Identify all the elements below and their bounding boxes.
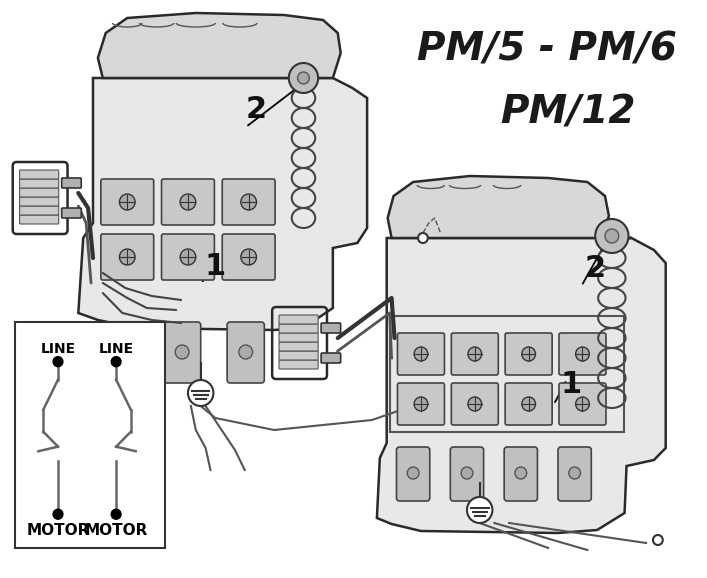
Circle shape [239,345,252,359]
Circle shape [53,357,63,366]
FancyBboxPatch shape [101,179,153,225]
FancyBboxPatch shape [20,206,59,215]
FancyBboxPatch shape [279,342,318,351]
Circle shape [595,219,629,253]
Circle shape [53,509,63,519]
FancyBboxPatch shape [505,383,552,425]
Circle shape [575,397,590,411]
Text: PM/5 - PM/6: PM/5 - PM/6 [417,30,677,68]
FancyBboxPatch shape [397,383,445,425]
Circle shape [515,467,527,479]
Circle shape [175,345,189,359]
Text: 2: 2 [246,95,267,124]
Circle shape [112,345,125,359]
FancyBboxPatch shape [101,234,153,280]
Text: MOTOR: MOTOR [84,523,148,538]
FancyBboxPatch shape [161,179,214,225]
Circle shape [188,380,214,406]
Text: PM/12: PM/12 [500,94,635,132]
Circle shape [180,194,196,210]
Circle shape [180,249,196,265]
FancyBboxPatch shape [100,322,137,383]
FancyBboxPatch shape [279,333,318,342]
Circle shape [468,347,481,361]
Text: LINE: LINE [40,342,76,355]
Circle shape [288,63,318,93]
Circle shape [461,467,473,479]
FancyBboxPatch shape [505,333,552,375]
Polygon shape [387,176,631,238]
Text: 1: 1 [561,370,582,399]
Circle shape [414,397,428,411]
Circle shape [407,467,419,479]
FancyBboxPatch shape [559,383,606,425]
FancyBboxPatch shape [279,351,318,360]
Polygon shape [377,238,666,533]
FancyBboxPatch shape [20,197,59,206]
FancyBboxPatch shape [504,447,537,501]
Text: 2: 2 [585,254,606,283]
FancyBboxPatch shape [20,188,59,197]
FancyBboxPatch shape [397,333,445,375]
Circle shape [522,397,535,411]
FancyBboxPatch shape [451,333,498,375]
FancyBboxPatch shape [279,315,318,324]
FancyBboxPatch shape [558,447,591,501]
FancyBboxPatch shape [279,324,318,333]
Circle shape [468,397,481,411]
Circle shape [414,347,428,361]
FancyBboxPatch shape [16,322,165,548]
FancyBboxPatch shape [279,360,318,369]
FancyBboxPatch shape [20,179,59,188]
FancyBboxPatch shape [227,322,264,383]
FancyBboxPatch shape [321,323,341,333]
Circle shape [575,347,590,361]
FancyBboxPatch shape [20,170,59,179]
FancyBboxPatch shape [321,353,341,363]
Polygon shape [98,13,341,78]
Circle shape [119,194,135,210]
FancyBboxPatch shape [222,234,275,280]
Polygon shape [78,78,367,330]
Text: MOTOR: MOTOR [26,523,90,538]
Circle shape [653,535,662,545]
Circle shape [522,347,535,361]
FancyBboxPatch shape [222,179,275,225]
FancyBboxPatch shape [397,447,430,501]
Circle shape [298,72,310,84]
Circle shape [605,229,619,243]
Circle shape [418,233,428,243]
FancyBboxPatch shape [62,208,81,218]
Circle shape [241,194,257,210]
Circle shape [467,497,492,523]
FancyBboxPatch shape [163,322,201,383]
FancyBboxPatch shape [161,234,214,280]
Circle shape [111,509,121,519]
Text: LINE: LINE [98,342,134,355]
FancyBboxPatch shape [559,333,606,375]
Circle shape [241,249,257,265]
FancyBboxPatch shape [20,215,59,224]
Circle shape [119,249,135,265]
Circle shape [568,467,580,479]
FancyBboxPatch shape [451,383,498,425]
Text: 1: 1 [204,251,226,280]
Circle shape [111,357,121,366]
FancyBboxPatch shape [62,178,81,188]
FancyBboxPatch shape [450,447,484,501]
